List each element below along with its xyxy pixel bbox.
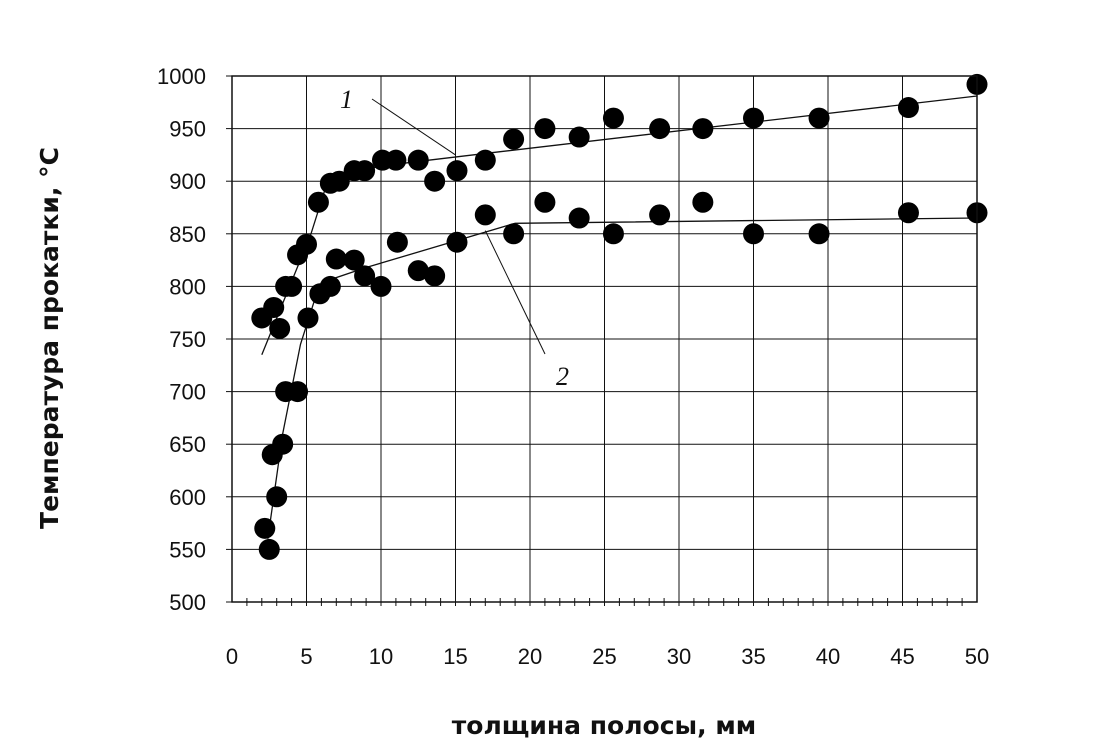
- data-point-series-1: [269, 317, 291, 339]
- data-point-series-2: [297, 307, 319, 329]
- y-tick-label: 1000: [157, 64, 206, 89]
- x-tick-label: 15: [443, 644, 467, 669]
- y-tick-label: 500: [169, 590, 206, 615]
- y-tick-label: 550: [169, 537, 206, 562]
- label-leaders: [371, 98, 546, 355]
- data-point-series-2: [568, 207, 590, 229]
- data-point-series-2: [602, 223, 624, 245]
- y-tick-label: 900: [169, 169, 206, 194]
- x-tick-label: 25: [592, 644, 616, 669]
- data-point-series-1: [424, 170, 446, 192]
- data-point-series-2: [254, 517, 276, 539]
- data-point-series-1: [328, 170, 350, 192]
- data-point-series-2: [897, 202, 919, 224]
- data-point-series-2: [534, 191, 556, 213]
- data-point-series-1: [385, 149, 407, 171]
- data-point-series-2: [386, 231, 408, 253]
- leader-line-1: [371, 98, 456, 156]
- curve-label-1: 1: [340, 85, 353, 114]
- y-tick-label: 850: [169, 222, 206, 247]
- y-tick-label: 700: [169, 380, 206, 405]
- data-point-series-1: [446, 160, 468, 182]
- x-tick-label: 5: [300, 644, 312, 669]
- curve-label-2: 2: [556, 362, 569, 391]
- x-axis-title: толщина полосы, мм: [452, 711, 756, 740]
- data-point-series-1: [534, 118, 556, 140]
- x-tick-label: 20: [518, 644, 542, 669]
- data-point-series-1: [897, 97, 919, 119]
- data-point-series-2: [649, 204, 671, 226]
- x-tick-labels: 0 5 10 15 20 25 30 35 40 45 50: [226, 644, 989, 669]
- data-point-series-1: [743, 107, 764, 129]
- data-point-series-2: [354, 265, 376, 287]
- y-tick-label: 600: [169, 485, 206, 510]
- data-point-series-2: [266, 486, 288, 508]
- x-tick-label: 40: [816, 644, 840, 669]
- data-point-series-2: [424, 265, 446, 287]
- data-point-series-1: [263, 296, 285, 318]
- data-point-series-1: [354, 160, 376, 182]
- y-tick-labels: 500 550 600 650 700 750 800 850 900 950 1000: [157, 64, 206, 615]
- data-point-series-2: [343, 249, 365, 271]
- leader-line-2: [484, 230, 546, 355]
- data-point-series-1: [692, 118, 714, 140]
- data-point-series-1: [503, 128, 525, 150]
- data-points: [251, 73, 988, 560]
- data-point-series-2: [692, 191, 714, 213]
- data-point-series-2: [474, 204, 496, 226]
- y-tick-label: 650: [169, 432, 206, 457]
- data-point-series-2: [287, 381, 309, 403]
- data-point-series-2: [743, 223, 764, 245]
- y-tick-label: 800: [169, 274, 206, 299]
- data-point-series-1: [407, 149, 429, 171]
- x-tick-label: 45: [890, 644, 914, 669]
- data-point-series-2: [503, 223, 525, 245]
- y-axis-title: Температура прокатки, °C: [35, 147, 64, 529]
- x-tick-label: 10: [369, 644, 393, 669]
- data-point-series-1: [307, 191, 329, 213]
- x-tick-label: 0: [226, 644, 238, 669]
- data-point-series-1: [568, 126, 590, 148]
- trend-line-2: [267, 217, 978, 539]
- data-point-series-2: [258, 538, 280, 560]
- data-point-series-1: [296, 233, 317, 255]
- plot-frame: [231, 75, 978, 603]
- data-point-series-2: [319, 275, 341, 297]
- grid: [226, 75, 977, 606]
- data-point-series-2: [407, 260, 429, 282]
- x-tick-label: 50: [965, 644, 989, 669]
- data-point-series-1: [281, 275, 303, 297]
- x-tick-label: 30: [667, 644, 691, 669]
- data-point-series-2: [446, 231, 468, 253]
- data-point-series-1: [474, 149, 496, 171]
- data-point-series-2: [370, 275, 392, 297]
- y-tick-label: 750: [169, 327, 206, 352]
- data-point-series-1: [808, 107, 830, 129]
- data-point-series-2: [808, 223, 830, 245]
- data-point-series-2: [325, 248, 347, 270]
- data-point-series-2: [272, 433, 294, 455]
- y-tick-label: 950: [169, 117, 206, 142]
- x-tick-label: 35: [741, 644, 765, 669]
- data-point-series-1: [649, 118, 671, 140]
- data-point-series-1: [602, 107, 624, 129]
